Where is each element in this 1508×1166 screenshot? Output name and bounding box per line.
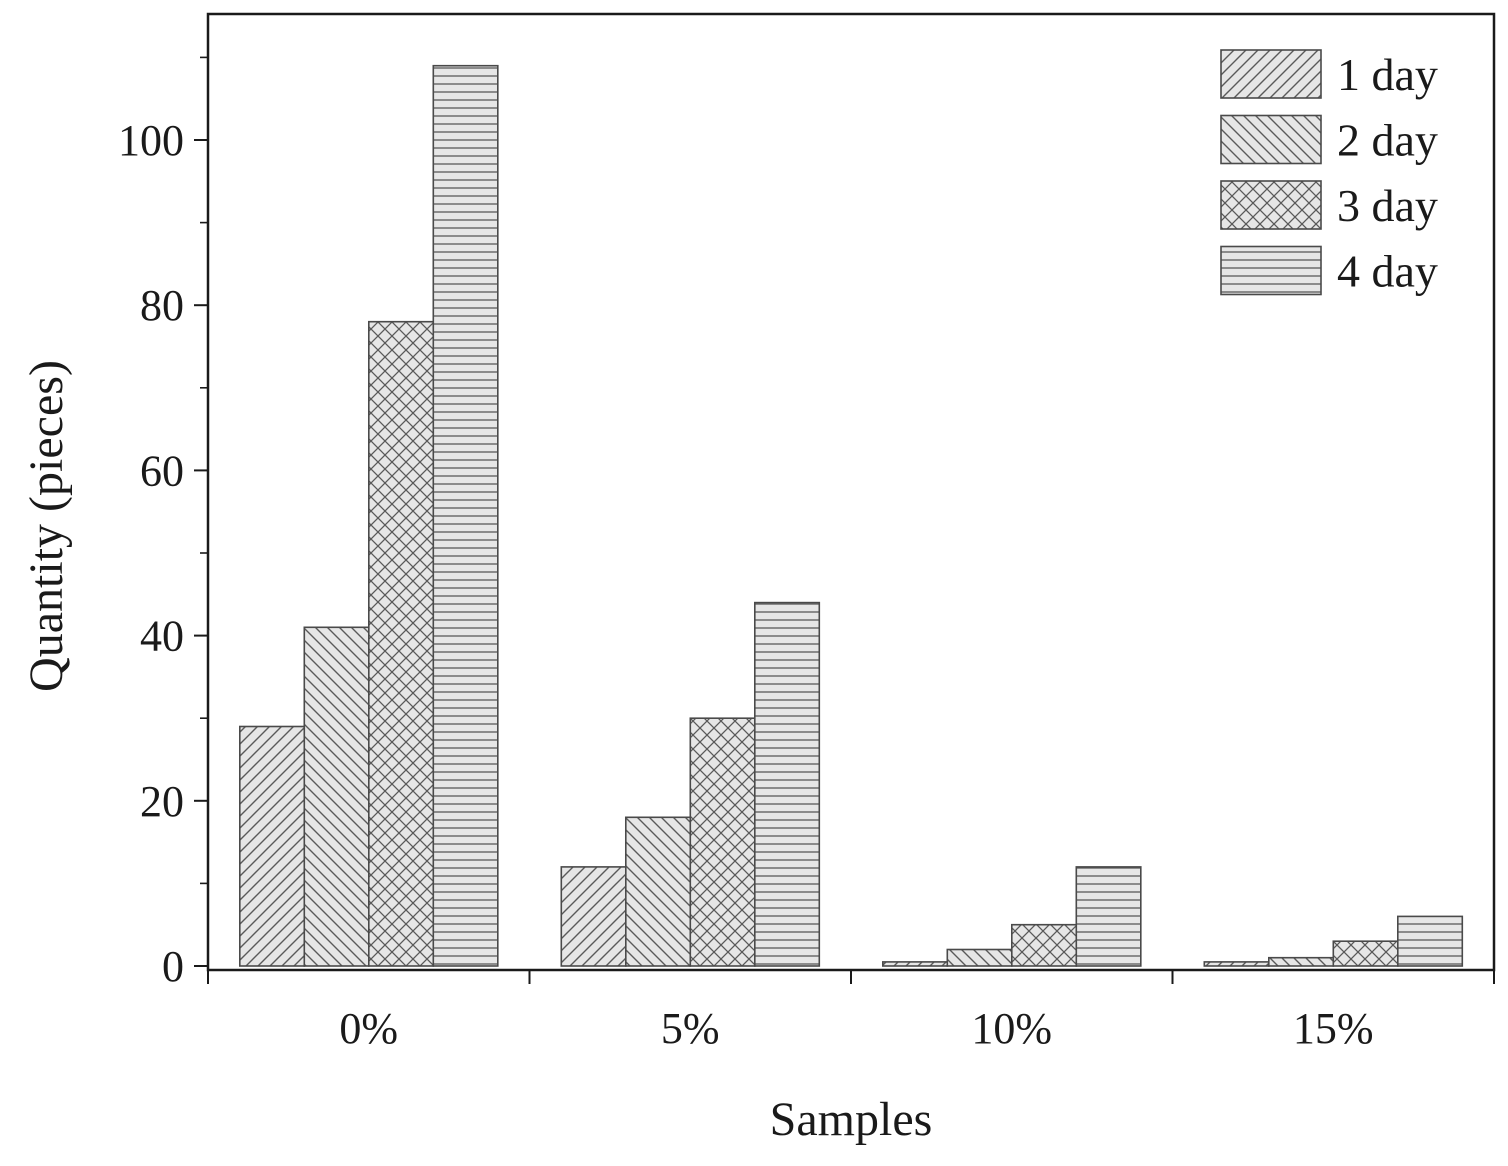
legend-label: 3 day: [1337, 180, 1438, 231]
legend: 1 day 2 day 3 day 4 day: [1220, 49, 1438, 297]
y-tick-label: 80: [140, 281, 184, 330]
x-axis-title: Samples: [770, 1093, 933, 1146]
bar-1-day-0pct: [239, 725, 306, 967]
y-axis: 0 20 40 60 80 100: [118, 56, 208, 991]
x-axis: 0% 5% 10% 15%: [207, 970, 1495, 1053]
y-tick-label: 100: [118, 116, 184, 165]
x-tick-label: 0%: [339, 1004, 398, 1053]
legend-swatch: [1220, 49, 1322, 99]
bar-1-day-5pct: [560, 866, 627, 967]
bar-4-day-15pct: [1397, 915, 1464, 967]
x-tick-label: 10%: [971, 1004, 1052, 1053]
y-tick-label: 0: [162, 942, 184, 991]
bar-3-day-10pct: [1010, 923, 1078, 967]
bar-4-day-0pct: [432, 64, 499, 967]
bar-1-day-10pct: [881, 961, 949, 967]
bar-3-day-5pct: [689, 717, 756, 967]
bar-2-day-0pct: [303, 626, 370, 967]
legend-swatch: [1220, 114, 1322, 165]
legend-swatch: [1220, 180, 1322, 230]
x-tick-label: 5%: [661, 1004, 720, 1053]
bar-2-day-15pct: [1268, 956, 1335, 967]
bar-3-day-15pct: [1332, 940, 1399, 967]
x-tick-label: 15%: [1293, 1004, 1374, 1053]
legend-swatch: [1220, 245, 1322, 296]
bar-3-day-0pct: [367, 320, 435, 967]
bar-4-day-5pct: [753, 601, 821, 967]
bar-1-day-15pct: [1203, 961, 1270, 967]
bar-2-day-5pct: [624, 816, 692, 967]
bars-group: [239, 64, 1464, 967]
legend-label: 4 day: [1337, 246, 1438, 297]
bar-2-day-10pct: [946, 948, 1013, 967]
y-tick-label: 20: [140, 777, 184, 826]
y-tick-label: 40: [140, 612, 184, 661]
legend-label: 2 day: [1337, 115, 1438, 166]
y-axis-title: Quantity (pieces): [20, 360, 73, 692]
bar-4-day-10pct: [1075, 866, 1142, 967]
y-tick-label: 60: [140, 446, 184, 495]
legend-label: 1 day: [1337, 49, 1438, 100]
